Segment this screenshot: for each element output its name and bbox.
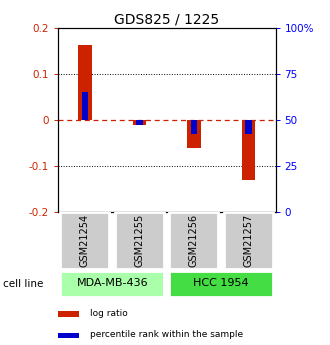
Bar bbox=[60, 270, 164, 297]
Bar bbox=[58, 312, 80, 317]
Text: MDA-MB-436: MDA-MB-436 bbox=[76, 278, 148, 288]
Bar bbox=[191, 120, 197, 134]
Bar bbox=[60, 212, 110, 269]
Text: GSM21256: GSM21256 bbox=[189, 214, 199, 267]
Bar bbox=[187, 120, 201, 148]
Title: GDS825 / 1225: GDS825 / 1225 bbox=[114, 12, 219, 27]
Text: GSM21255: GSM21255 bbox=[134, 214, 145, 267]
Bar bbox=[169, 270, 273, 297]
Bar bbox=[78, 45, 92, 120]
Bar bbox=[224, 212, 273, 269]
Text: HCC 1954: HCC 1954 bbox=[193, 278, 249, 288]
Text: cell line: cell line bbox=[3, 279, 44, 288]
Text: GSM21254: GSM21254 bbox=[80, 214, 90, 267]
Bar bbox=[115, 212, 164, 269]
Text: log ratio: log ratio bbox=[90, 309, 128, 318]
Bar bbox=[245, 120, 251, 134]
Bar bbox=[82, 92, 88, 120]
Text: GSM21257: GSM21257 bbox=[243, 214, 253, 267]
Bar bbox=[242, 120, 255, 180]
Text: percentile rank within the sample: percentile rank within the sample bbox=[90, 330, 243, 339]
Bar bbox=[58, 333, 80, 338]
Bar bbox=[136, 120, 143, 125]
Bar bbox=[133, 120, 146, 126]
Bar bbox=[169, 212, 218, 269]
